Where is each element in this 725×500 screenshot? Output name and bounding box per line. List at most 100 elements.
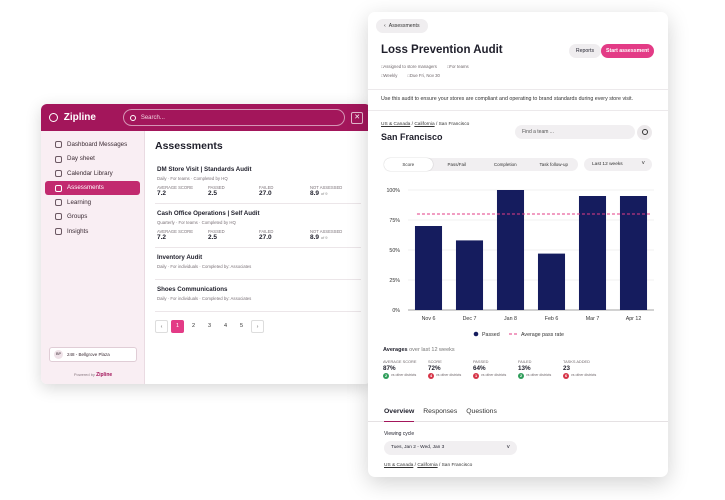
page-button-3[interactable]: 3 [207,323,212,329]
stat-failed: FAILED 27.0 [259,229,310,241]
stat-value: 8.9 of 9 [310,234,361,241]
average-stat-value: 23 [563,365,571,372]
breadcrumb: US & Canada / California / San Francisco [381,122,470,127]
average-stat-delta: 1 vs other districts [473,373,518,379]
chart-tabs: Score Pass/Fail Completion Task follow-u… [384,158,578,171]
audit-meta: Daily · For individuals · Completed by: … [157,264,252,269]
breadcrumb-link[interactable]: California [417,463,438,468]
sidebar-item-assessments[interactable]: Assessments [45,181,140,195]
audit-title: DM Store Visit | Standards Audit [157,166,252,173]
average-stat-delta: 2 vs other districts [383,373,428,379]
breadcrumb-current: San Francisco [441,463,473,468]
stat-value: 2.5 [208,234,218,241]
y-tick-label: 0% [392,308,400,314]
list-item[interactable]: DM Store Visit | Standards Audit Daily ·… [155,160,361,204]
sidebar-item-learning[interactable]: Learning [45,196,140,209]
tab-score[interactable]: Score [384,158,433,171]
find-team-input[interactable]: Find a team ... [515,125,635,139]
average-stat-value: 64% [473,365,486,372]
average-stat-delta: 4 vs other districts [428,373,473,379]
search-input[interactable]: Search... [122,109,346,126]
pagination: ‹ 1 2 3 4 5 › [155,320,361,333]
page-button-5[interactable]: 5 [239,323,244,329]
audit-title: Inventory Audit [157,254,203,261]
stat-value: 27.0 [259,234,272,241]
average-stat-label: AVERAGE SCORE [383,359,417,364]
audit-description: Use this audit to ensure your stores are… [368,89,668,111]
back-button[interactable]: ‹ Assessments [376,19,428,33]
app-menu-icon[interactable] [49,113,58,122]
average-stat-note: vs other districts [481,373,507,377]
page-button-1[interactable]: 1 [171,320,184,333]
audit-meta: Daily · For individuals · Completed by: … [157,296,252,301]
close-icon[interactable]: ✕ [351,111,363,124]
x-tick-label: Mar 7 [586,316,600,322]
bar [414,226,443,310]
x-tick-label: Jan 8 [504,316,517,322]
averages-title: Averages [383,347,408,353]
sidebar: Dashboard Messages Day sheet Calendar Li… [41,131,145,384]
meta-line-1: Assigned to store managers For teams [381,64,468,69]
sidebar-item-label: Assessments [67,184,104,192]
average-stat: TASKS ADDED 23 6 vs other districts [563,359,608,379]
breadcrumb-link[interactable]: US & Canada [384,463,414,468]
library-icon [55,170,62,178]
bar [578,196,607,310]
stat-label: NOT ASSESSED [310,229,343,234]
tab-responses[interactable]: Responses [423,408,458,415]
home-icon [55,141,62,149]
y-tick-label: 75% [389,218,400,224]
page-button-4[interactable]: 4 [223,323,228,329]
sidebar-item-groups[interactable]: Groups [45,210,140,223]
stat-value: 27.0 [259,190,272,197]
stat-label: AVERAGE SCORE [157,229,193,234]
store-selector[interactable]: BP 248 - Bellgrove Plaza [49,347,137,362]
sidebar-item-dashboard[interactable]: Dashboard Messages [45,138,140,151]
stat-value: 8.9 of 9 [310,190,361,197]
average-stat: SCORE 72% 4 vs other districts [428,359,473,379]
avatar: BP [54,350,63,359]
search-placeholder: Search... [140,114,165,121]
tab-overview[interactable]: Overview [384,405,415,422]
average-stat-label: TASKS ADDED [563,359,590,364]
sidebar-item-day-sheet[interactable]: Day sheet [45,152,140,165]
tab-task-follow-up[interactable]: Task follow-up [539,162,568,167]
list-item[interactable]: Inventory Audit Daily · For individuals … [155,248,361,280]
next-page-button[interactable]: › [251,320,264,333]
stat-number: 8.9 [310,190,320,197]
legend-average-label: Average pass rate [521,332,564,338]
stat-label: PASSED [208,229,225,234]
sidebar-item-label: Calendar Library [67,169,113,177]
stat-passed: PASSED 2.5 [208,185,259,197]
insights-icon [55,227,62,235]
rank-badge: 2 [383,373,389,379]
breadcrumb-current: San Francisco [438,122,470,127]
average-stat-note: vs other districts [436,373,462,377]
learning-icon [55,198,62,206]
average-stat-delta: 6 vs other districts [563,373,608,379]
search-button[interactable] [637,125,652,140]
breadcrumb-link[interactable]: California [414,122,435,127]
reports-button[interactable]: Reports [569,44,601,58]
stat-label: PASSED [208,185,225,190]
prev-page-button[interactable]: ‹ [155,320,168,333]
sidebar-item-calendar-library[interactable]: Calendar Library [45,167,140,180]
average-stat-value: 72% [428,365,441,372]
page-button-2[interactable]: 2 [191,323,196,329]
tab-completion[interactable]: Completion [493,162,517,167]
sidebar-item-insights[interactable]: Insights [45,225,140,238]
average-stat-label: PASSED [473,359,489,364]
date-range-select[interactable]: Last 12 weeks [584,158,652,171]
tab-pass-fail[interactable]: Pass/Fail [447,162,466,167]
tab-questions[interactable]: Questions [466,408,497,415]
audit-meta: Daily · For teams · Completed by HQ [157,176,228,181]
list-item[interactable]: Cash Office Operations | Self Audit Quar… [155,204,361,248]
stat-failed: FAILED 27.0 [259,185,310,197]
legend-passed-marker [473,331,479,337]
calendar-icon [55,155,62,163]
breadcrumb-link[interactable]: US & Canada [381,122,411,127]
list-item[interactable]: Shoes Communications Daily · For individ… [155,280,361,312]
start-assessment-button[interactable]: Start assessment [601,44,654,58]
viewing-cycle-select[interactable]: Tues, Jan 2 - Wed, Jan 3 [384,441,517,455]
breadcrumb-bottom: US & Canada / California / San Francisco [384,463,473,468]
